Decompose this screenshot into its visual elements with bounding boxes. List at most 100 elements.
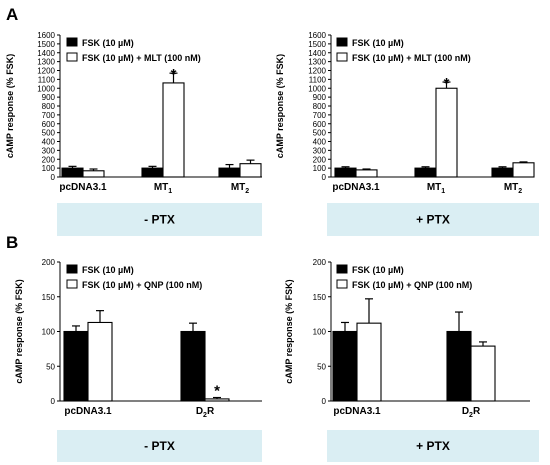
bar-fsk (414, 167, 437, 178)
y-tick-label: 100 (42, 328, 56, 337)
y-axis-label: cAMP response (% FSK) (5, 54, 15, 158)
x-category-label: pcDNA3.1 (332, 182, 380, 193)
y-tick-label: 900 (313, 93, 327, 102)
significance-star: * (214, 383, 220, 400)
legend-entry: FSK (10 µM) + QNP (100 nM) (82, 280, 202, 290)
legend-swatch (336, 52, 348, 62)
legend-entry: FSK (10 µM) (352, 38, 404, 48)
bar-treatment (82, 170, 105, 178)
treatment-band (57, 203, 262, 236)
y-tick-label: 1000 (37, 84, 55, 93)
y-tick-label: 1200 (37, 67, 55, 76)
bar-treatment (435, 87, 458, 178)
bar-treatment (356, 322, 382, 402)
y-tick-label: 900 (42, 93, 56, 102)
bar-fsk (334, 167, 357, 178)
y-tick-label: 700 (42, 111, 56, 120)
bar-fsk (446, 330, 472, 402)
y-tick-label: 200 (42, 155, 56, 164)
x-category-label: pcDNA3.1 (64, 406, 112, 417)
treatment-band-label: - PTX (144, 213, 175, 227)
x-category-label: MT1 (427, 182, 445, 195)
bar-treatment (239, 163, 262, 178)
y-tick-label: 0 (51, 397, 56, 406)
treatment-band-label: + PTX (416, 213, 450, 227)
bar-fsk (332, 330, 358, 402)
y-tick-label: 500 (313, 129, 327, 138)
legend-entry: FSK (10 µM) (82, 38, 134, 48)
y-tick-label: 200 (42, 258, 56, 267)
bar-treatment (204, 398, 230, 402)
y-tick-label: 0 (322, 173, 327, 182)
legend-swatch (66, 52, 78, 62)
legend-entry: FSK (10 µM) + QNP (100 nM) (352, 280, 472, 290)
legend-entry: FSK (10 µM) + MLT (100 nM) (82, 53, 201, 63)
bar-fsk (218, 167, 241, 178)
legend-swatch (66, 279, 78, 289)
y-tick-label: 1300 (37, 58, 55, 67)
x-category-label: MT2 (504, 182, 522, 195)
y-tick-label: 200 (313, 258, 327, 267)
significance-star: * (444, 75, 450, 92)
y-tick-label: 800 (313, 102, 327, 111)
y-tick-label: 400 (42, 138, 56, 147)
y-tick-label: 500 (42, 129, 56, 138)
chart-panel-a-left: 0100200300400500600700800900100011001200… (5, 31, 262, 236)
legend-swatch (66, 264, 78, 274)
treatment-band-label: + PTX (416, 439, 450, 453)
panel-letter-a: A (6, 5, 18, 24)
x-category-label: MT2 (231, 182, 249, 195)
y-axis-label: cAMP response (% FSK) (14, 279, 24, 383)
y-tick-label: 1500 (308, 40, 326, 49)
x-category-label: pcDNA3.1 (333, 406, 381, 417)
y-tick-label: 1100 (309, 75, 327, 84)
y-tick-label: 700 (313, 111, 327, 120)
y-tick-label: 50 (317, 362, 326, 371)
bar-treatment (355, 169, 378, 178)
y-tick-label: 100 (313, 328, 327, 337)
bar-treatment (162, 82, 185, 178)
bar-treatment (470, 345, 496, 402)
legend-swatch (336, 279, 348, 289)
legend-swatch (336, 37, 348, 47)
bar-treatment (512, 162, 535, 178)
bar-treatment (87, 321, 113, 402)
x-category-label: pcDNA3.1 (59, 182, 107, 193)
y-axis-label: cAMP response (% FSK) (275, 54, 285, 158)
y-tick-label: 1300 (308, 58, 326, 67)
y-tick-label: 200 (313, 155, 327, 164)
bar-fsk (491, 167, 514, 178)
y-tick-label: 1600 (308, 31, 326, 40)
legend-entry: FSK (10 µM) + MLT (100 nM) (352, 53, 471, 63)
x-category-label: MT1 (154, 182, 172, 195)
y-tick-label: 1500 (37, 40, 55, 49)
chart-panel-b-left: 0 50 100 150 200 cAMP response (% FSK) pcDNA3.… (14, 258, 262, 462)
bar-fsk (141, 167, 164, 178)
bar-fsk (180, 330, 206, 402)
legend-swatch (336, 264, 348, 274)
y-tick-label: 150 (313, 293, 327, 302)
y-tick-label: 600 (42, 120, 56, 129)
legend-swatch (66, 37, 78, 47)
treatment-band (57, 430, 262, 462)
y-tick-label: 800 (42, 102, 56, 111)
legend-entry: FSK (10 µM) (352, 265, 404, 275)
y-tick-label: 600 (313, 120, 327, 129)
bar-fsk (61, 167, 84, 178)
y-tick-label: 1000 (308, 84, 326, 93)
y-tick-label: 1400 (37, 49, 55, 58)
chart-panel-a-right: 0100200300400500600700800900100011001200… (275, 31, 539, 236)
y-tick-label: 150 (42, 293, 56, 302)
y-tick-label: 300 (42, 146, 56, 155)
chart-panel-b-right: 0 50 100 150 200 cAMP response (% FSK) pcDNA3.… (284, 258, 539, 462)
y-tick-label: 1200 (308, 67, 326, 76)
y-tick-label: 300 (313, 146, 327, 155)
legend-entry: FSK (10 µM) (82, 265, 134, 275)
y-tick-label: 50 (46, 362, 55, 371)
x-category-label: D2R (462, 406, 481, 419)
treatment-band (327, 430, 539, 462)
y-tick-label: 1400 (308, 49, 326, 58)
y-tick-label: 0 (322, 397, 327, 406)
y-tick-label: 100 (313, 164, 327, 173)
